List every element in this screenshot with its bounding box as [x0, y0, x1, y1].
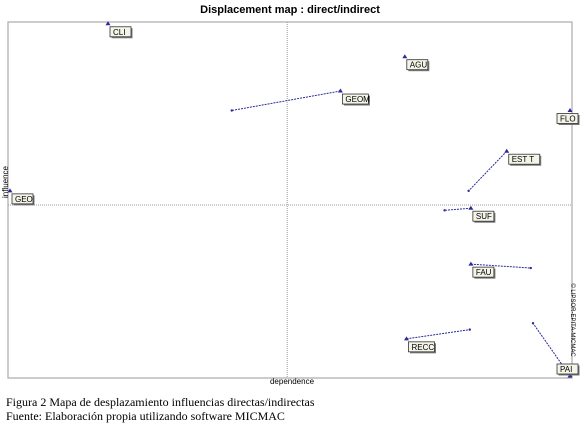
plot-frame	[7, 21, 573, 379]
point-label-est-t: EST T	[508, 153, 542, 166]
point-label-agu: AGU	[406, 59, 430, 72]
displacement-vectors: CLI GEOM AGU FLO EST T GEO SUF FAU RECC PAI	[7, 21, 580, 378]
label-box	[472, 210, 495, 222]
figure-source: Fuente: Elaboración propia utilizando so…	[6, 409, 285, 423]
label-text: FLO	[560, 115, 576, 124]
displacement-map-chart: Displacement map : direct/indirect depen…	[1, 4, 580, 386]
indirect-point-pai	[531, 322, 535, 325]
vector-suf	[444, 207, 471, 211]
label-text: GEO	[15, 195, 33, 204]
point-label-flo: FLO	[556, 113, 580, 125]
point-label-suf: SUF	[472, 210, 496, 223]
label-text: SUF	[476, 212, 492, 221]
label-text: EST T	[512, 155, 534, 164]
label-box	[556, 363, 579, 375]
label-box	[109, 26, 132, 38]
label-box	[556, 113, 579, 124]
direct-point-fau	[468, 261, 474, 266]
y-axis-label: influence	[1, 165, 10, 198]
label-box	[406, 59, 429, 71]
vector-geom	[231, 90, 341, 111]
direct-point-cli	[105, 21, 111, 26]
point-label-recc: RECC	[408, 341, 436, 354]
label-text: FAU	[476, 268, 492, 277]
indirect-point-fau	[529, 266, 532, 270]
indirect-point-geom	[230, 109, 233, 112]
vector-est-t	[468, 150, 508, 192]
label-box	[508, 153, 541, 165]
vector-fau	[470, 263, 531, 269]
point-label-cli: CLI	[109, 26, 133, 39]
label-box	[472, 266, 495, 278]
figure-caption: Figura 2 Mapa de desplazamiento influenc…	[6, 395, 315, 409]
direct-point-geo	[7, 188, 13, 193]
chart-title: Displacement map : direct/indirect	[200, 4, 380, 16]
label-box	[341, 93, 369, 105]
vector-recc	[406, 329, 470, 340]
point-label-fau: FAU	[472, 266, 496, 279]
direct-point-est-t	[504, 148, 510, 153]
direct-point-agu	[402, 54, 408, 59]
micmac-watermark: © LIPSOR-EPITA-MICMAC	[569, 283, 576, 357]
point-label-geo: GEO	[11, 193, 35, 206]
direct-point-recc	[403, 336, 409, 341]
x-axis-label: dependence	[270, 377, 315, 386]
label-text: CLI	[113, 28, 125, 37]
indirect-point-suf	[443, 209, 446, 212]
indirect-point-recc	[468, 328, 471, 331]
label-box	[11, 193, 34, 205]
label-text: AGU	[410, 61, 428, 70]
direct-point-suf	[468, 205, 474, 210]
label-text: RECC	[411, 343, 434, 352]
label-text: GEOM	[345, 95, 370, 104]
label-box	[408, 341, 435, 353]
point-label-pai: PAI	[556, 363, 580, 376]
indirect-point-est-t	[467, 189, 470, 193]
direct-point-geom	[337, 88, 343, 93]
label-text: PAI	[560, 365, 572, 374]
direct-point-flo	[567, 108, 573, 112]
point-label-geom: GEOM	[341, 93, 370, 106]
